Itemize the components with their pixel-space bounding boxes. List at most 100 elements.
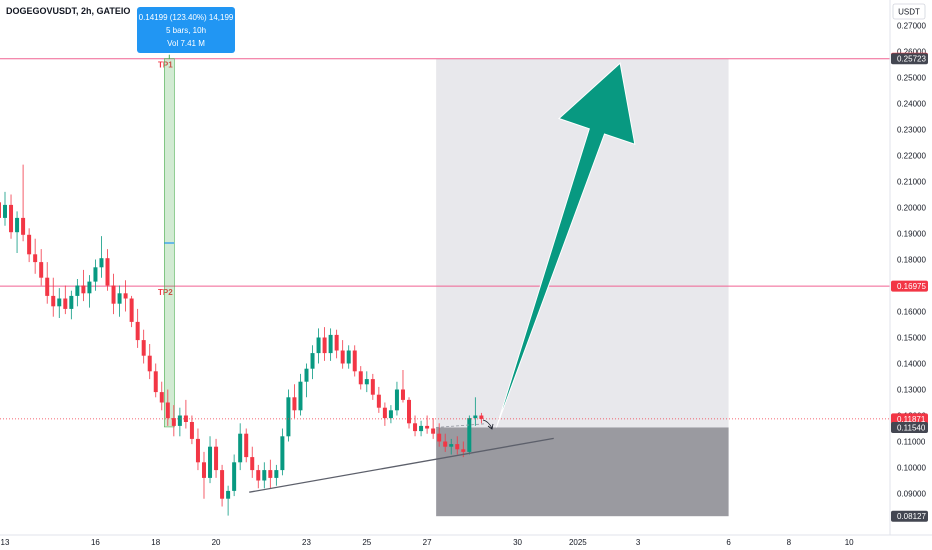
trendline [249, 437, 554, 493]
candle [153, 363, 158, 398]
tp-label: TP1 [158, 61, 173, 70]
candle [425, 415, 430, 434]
candle [141, 329, 146, 364]
candle [382, 402, 387, 426]
trendline [436, 423, 485, 428]
price-tick-label: 0.20000 [897, 204, 926, 213]
candle-body [177, 415, 182, 426]
candle [316, 328, 321, 364]
time-tick-label: 6 [726, 538, 731, 547]
candle-body [135, 321, 140, 341]
small-arrowhead-icon [487, 423, 494, 430]
target-lines: TP1 TP2 [0, 58, 890, 297]
measure-tooltip-line2: 5 bars, 10h [166, 26, 206, 35]
candle-body [69, 295, 74, 309]
candle [51, 277, 56, 317]
candle [250, 446, 255, 478]
candle-body [105, 258, 110, 286]
candle [370, 373, 375, 400]
chart-title: DOGEGOVUSDT, 2h, GATEIO [6, 6, 130, 16]
price-tick-label: 0.27000 [897, 22, 926, 31]
price-tick-label: 0.10000 [897, 464, 926, 473]
candle [159, 381, 164, 411]
price-tick-label: 0.23000 [897, 126, 926, 135]
price-badge [891, 510, 928, 522]
candle [117, 285, 122, 317]
time-tick-label: 25 [362, 538, 371, 547]
candle-body [419, 425, 424, 432]
currency-button[interactable] [892, 3, 926, 20]
candle-body [27, 234, 32, 255]
candle [437, 423, 442, 447]
candle-body [268, 470, 273, 478]
candle-body [292, 397, 297, 411]
candle-body [153, 371, 158, 393]
candle [135, 308, 140, 348]
candle [39, 249, 44, 286]
candle [467, 415, 472, 455]
candle-body [117, 293, 122, 304]
trendlines[interactable] [249, 423, 554, 493]
candle [400, 370, 405, 403]
projection-arrow[interactable] [495, 62, 636, 428]
candle-body [81, 285, 86, 294]
time-axis[interactable]: 13 16 18 20 23 25 27 30 2025 3 6 8 10 [0, 534, 932, 547]
candle-body [226, 490, 231, 499]
candle [45, 262, 50, 304]
candle [268, 459, 273, 489]
candle [274, 464, 279, 486]
candle [183, 399, 188, 429]
candle-body [449, 444, 454, 447]
candle [388, 405, 393, 424]
candle [310, 345, 315, 380]
price-badge-label: 0.25723 [897, 55, 926, 64]
price-tick-label: 0.19000 [897, 230, 926, 239]
price-badge-label: 0.11540 [897, 423, 926, 432]
candle-body [183, 415, 188, 422]
candle [262, 462, 267, 489]
candle [232, 454, 237, 497]
price-tick-label: 0.22000 [897, 152, 926, 161]
candle [358, 366, 363, 390]
candle-body [201, 462, 206, 478]
candle [292, 384, 297, 419]
candle [27, 228, 32, 263]
candle [473, 397, 478, 426]
candle [21, 164, 26, 242]
candle-body [75, 285, 80, 296]
candle [304, 363, 309, 398]
candle [226, 485, 231, 516]
price-tick-label: 0.15000 [897, 334, 926, 343]
candle [105, 249, 110, 291]
time-tick-label: 27 [423, 538, 432, 547]
candle-body [431, 428, 436, 434]
candle-body [195, 438, 200, 463]
candle [3, 191, 7, 226]
price-badge [891, 280, 928, 292]
price-tick-label: 0.21000 [897, 178, 926, 187]
candle-body [165, 402, 170, 419]
candle-body [147, 355, 152, 372]
candle [15, 211, 20, 253]
price-tick-label: 0.09000 [897, 490, 926, 499]
candle [201, 451, 206, 499]
candle-body [443, 441, 448, 447]
measure-tool[interactable] [164, 54, 175, 428]
candle [407, 397, 412, 429]
price-badge-label: 0.16975 [897, 282, 926, 291]
price-tick-label: 0.24000 [897, 100, 926, 109]
candle [322, 327, 327, 361]
candle-body [364, 379, 369, 385]
candle-body [189, 422, 194, 439]
candle [244, 428, 249, 463]
candle-body [388, 410, 393, 419]
candle-body [208, 446, 213, 478]
price-tick-label: 0.13000 [897, 386, 926, 395]
price-badges: 0.257420.257230.169750.118710.115400.081… [891, 52, 928, 522]
price-badge-label: 0.08127 [897, 512, 926, 521]
candle [455, 436, 460, 455]
stop-zone[interactable] [436, 427, 729, 517]
candle-body [250, 457, 255, 471]
candle [413, 415, 418, 437]
